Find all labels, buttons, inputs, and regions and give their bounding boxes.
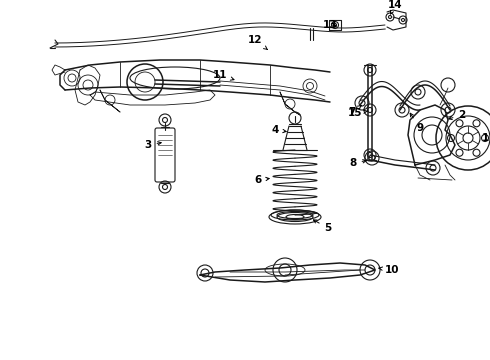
Text: 6: 6	[254, 175, 269, 185]
Text: 7: 7	[348, 105, 361, 117]
Text: 8: 8	[349, 158, 366, 168]
Text: 1: 1	[481, 133, 490, 143]
Text: 11: 11	[213, 70, 234, 80]
Text: 12: 12	[248, 35, 268, 50]
Text: 3: 3	[145, 140, 161, 150]
Text: 5: 5	[314, 220, 332, 233]
Text: 2: 2	[449, 110, 466, 120]
Text: 14: 14	[388, 0, 402, 14]
Text: 13: 13	[323, 20, 337, 30]
Text: 9: 9	[410, 113, 423, 133]
Text: 4: 4	[271, 125, 286, 135]
Text: 15: 15	[348, 108, 368, 118]
Text: 10: 10	[379, 265, 399, 275]
